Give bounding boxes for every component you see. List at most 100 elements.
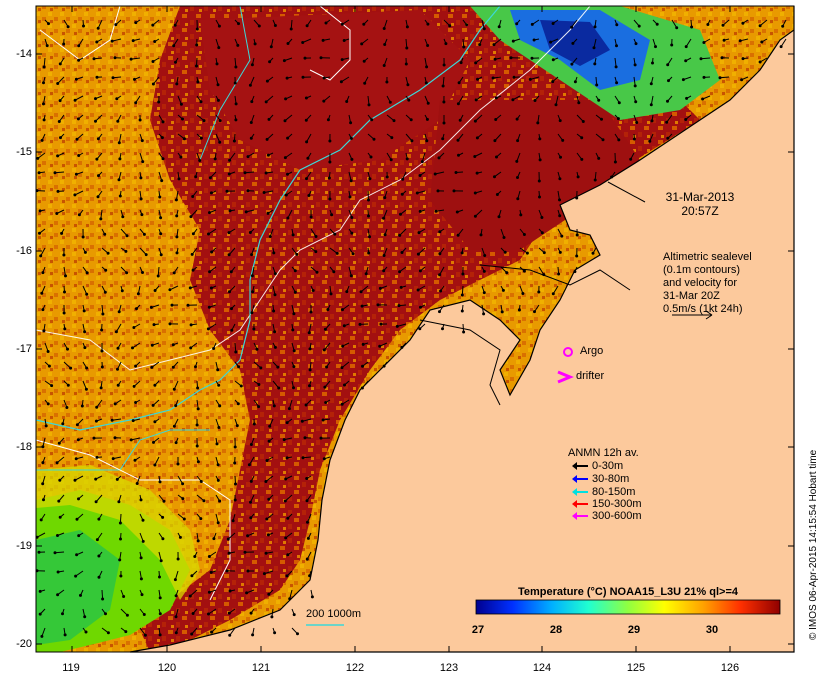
velocity-arrow-head — [351, 252, 355, 256]
velocity-arrow-head — [38, 209, 42, 213]
velocity-arrow-head — [47, 22, 50, 26]
velocity-arrow-head — [551, 58, 555, 62]
velocity-arrow-head — [306, 520, 309, 524]
velocity-arrow-head — [398, 233, 402, 237]
velocity-arrow-head — [248, 231, 252, 234]
velocity-arrow-head — [63, 327, 67, 331]
velocity-arrow-head — [378, 286, 382, 290]
velocity-arrow-head — [285, 421, 289, 425]
velocity-arrow-head — [210, 250, 214, 254]
velocity-arrow-head — [706, 23, 710, 26]
velocity-arrow-head — [37, 550, 41, 554]
velocity-arrow-head — [292, 386, 295, 390]
velocity-arrow-head — [571, 41, 575, 45]
velocity-arrow-head — [442, 63, 446, 67]
velocity-arrow-head — [684, 45, 688, 49]
velocity-arrow-head — [41, 482, 45, 486]
velocity-arrow-head — [328, 139, 332, 143]
velocity-arrow — [196, 494, 205, 502]
velocity-arrow-head — [516, 197, 520, 201]
velocity-arrow-head — [497, 25, 501, 29]
velocity-arrow-head — [234, 65, 238, 69]
velocity-arrow-head — [416, 252, 420, 256]
velocity-arrow-head — [195, 423, 199, 427]
velocity-arrow-head — [69, 366, 73, 370]
velocity-arrow-head — [156, 274, 160, 278]
velocity-arrow-head — [718, 76, 722, 80]
velocity-arrow-head — [228, 589, 232, 593]
velocity-arrow-head — [601, 138, 605, 142]
velocity-arrow-head — [350, 231, 354, 235]
velocity-arrow-head — [265, 137, 269, 141]
velocity-arrow-head — [141, 518, 145, 522]
velocity-arrow — [253, 361, 262, 369]
velocity-arrow-head — [500, 310, 504, 314]
velocity-arrow-head — [104, 268, 108, 272]
velocity-arrow-head — [650, 119, 654, 123]
velocity-arrow-head — [45, 44, 49, 48]
velocity-arrow-head — [209, 286, 213, 290]
velocity-arrow-head — [267, 497, 271, 501]
velocity-arrow-head — [144, 253, 148, 257]
velocity-arrow-head — [249, 121, 253, 124]
velocity-arrow-head — [247, 463, 251, 467]
velocity-arrow-head — [349, 121, 353, 125]
velocity-arrow-head — [426, 22, 430, 26]
velocity-arrow-head — [230, 307, 233, 311]
velocity-arrow-head — [190, 252, 194, 256]
velocity-arrow-head — [407, 98, 411, 102]
velocity-arrow-head — [65, 406, 69, 409]
velocity-arrow-head — [328, 160, 332, 164]
velocity-arrow-head — [268, 235, 272, 238]
velocity-arrow-head — [575, 254, 579, 258]
velocity-arrow-head — [542, 273, 546, 277]
legend-item-0-30m: 0-30m — [572, 460, 623, 472]
velocity-arrow-head — [475, 136, 479, 140]
velocity-arrow-head — [132, 326, 136, 329]
velocity-arrow-head — [345, 290, 349, 294]
velocity-arrow — [397, 323, 407, 327]
velocity-arrow-head — [478, 43, 482, 47]
velocity-arrow-head — [111, 76, 115, 80]
velocity-arrow-head — [283, 119, 287, 123]
velocity-arrow-head — [207, 590, 211, 594]
velocity-arrow-head — [632, 137, 636, 141]
velocity-arrow-head — [83, 615, 87, 619]
velocity-arrow-head — [259, 366, 263, 370]
velocity-arrow-head — [95, 538, 99, 542]
velocity-arrow-head — [100, 328, 104, 332]
velocity-arrow-head — [152, 323, 156, 327]
velocity-arrow-head — [207, 232, 210, 236]
velocity-arrow-head — [399, 285, 403, 289]
velocity-arrow-head — [63, 290, 66, 294]
velocity-arrow-head — [237, 22, 240, 26]
velocity-arrow-head — [176, 557, 180, 561]
velocity-arrow-head — [191, 232, 195, 236]
velocity-arrow-head — [273, 272, 277, 276]
velocity-arrow-head — [363, 81, 367, 85]
velocity-arrow-head — [94, 97, 97, 101]
velocity-arrow-head — [237, 365, 241, 369]
velocity-arrow — [284, 114, 293, 122]
velocity-arrow-head — [305, 477, 309, 480]
velocity-arrow-head — [47, 364, 51, 368]
velocity-arrow-head — [209, 191, 213, 195]
argo-marker — [563, 347, 573, 357]
velocity-arrow-head — [56, 534, 59, 537]
velocity-arrow — [360, 285, 369, 293]
velocity-arrow — [461, 285, 464, 296]
velocity-arrow-head — [158, 633, 162, 637]
velocity-arrow-head — [233, 81, 237, 85]
velocity-arrow-head — [42, 329, 46, 333]
velocity-arrow-head — [310, 595, 314, 599]
velocity-arrow-head — [405, 25, 409, 29]
velocity-arrow-head — [141, 539, 145, 543]
velocity-arrow-head — [306, 536, 310, 540]
velocity-arrow-head — [648, 139, 652, 143]
velocity-arrow-head — [159, 216, 163, 220]
velocity-arrow-head — [495, 193, 499, 196]
velocity-arrow-head — [580, 136, 584, 140]
velocity-arrow-head — [161, 157, 165, 161]
velocity-arrow-head — [558, 198, 561, 202]
velocity-arrow-head — [82, 24, 85, 28]
